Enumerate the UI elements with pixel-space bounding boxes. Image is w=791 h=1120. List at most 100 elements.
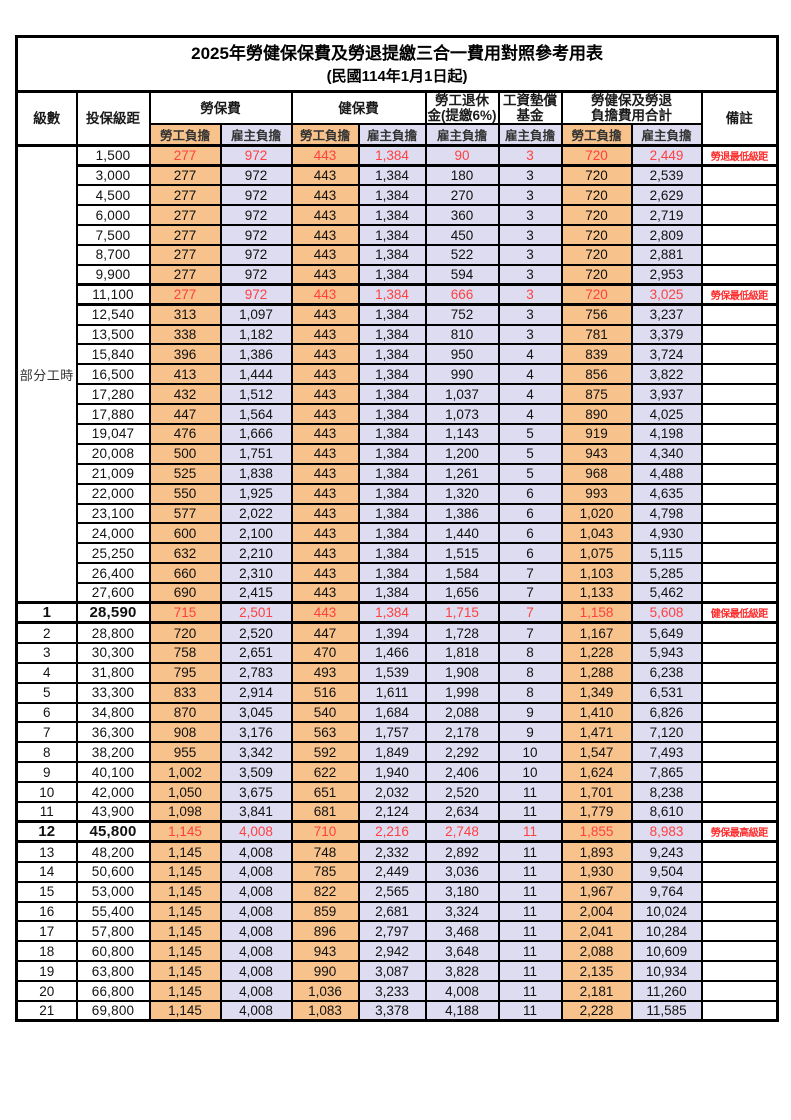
total-employee-cell: 720: [560, 224, 633, 246]
labor-employer-cell: 2,100: [219, 522, 293, 545]
table-row: 25,250 632 2,210 443 1,384 1,515 6 1,075 5,115: [17, 542, 779, 565]
remark-cell: [700, 860, 779, 883]
remark-cell: [700, 582, 779, 604]
pension-employer-cell: 4,008: [424, 980, 500, 1003]
table-row: 26,400 660 2,310 443 1,384 1,584 7 1,103 5,285: [17, 562, 779, 585]
level-cell: 5: [15, 681, 78, 704]
total-employee-cell: 943: [560, 442, 633, 465]
labor-employee-cell: 1,145: [148, 940, 222, 963]
wage-fund-employer-cell: 6: [497, 522, 563, 545]
labor-employer-cell: 972: [219, 263, 293, 286]
table-row: 24,000 600 2,100 443 1,384 1,440 6 1,043 4,930: [17, 522, 779, 545]
table-row: 20,008 500 1,751 443 1,384 1,200 5 943 4,340: [17, 442, 779, 465]
bracket-cell: 20,008: [75, 442, 151, 465]
bracket-cell: 66,800: [75, 980, 151, 1003]
total-employer-cell: 3,724: [630, 343, 703, 366]
health-employer-cell: 1,757: [357, 721, 427, 744]
total-employer-cell: 3,379: [630, 323, 703, 346]
labor-employee-cell: 1,098: [148, 801, 222, 823]
health-employee-cell: 443: [290, 383, 360, 406]
wage-fund-employer-cell: 11: [497, 980, 563, 1003]
total-employee-cell: 1,547: [560, 741, 633, 764]
table-row: 17 57,800 1,145 4,008 896 2,797 3,468 11 2,041 10…: [15, 920, 779, 943]
total-employee-cell: 1,020: [560, 502, 633, 525]
total-employer-cell: 11,585: [630, 1000, 703, 1022]
level-cell: 15: [15, 880, 78, 903]
bracket-cell: 38,200: [75, 741, 151, 764]
health-employee-cell: 443: [290, 462, 360, 485]
labor-employee-cell: 660: [148, 562, 222, 585]
bracket-cell: 11,100: [75, 283, 151, 307]
labor-employer-cell: 1,666: [219, 422, 293, 445]
pension-employer-cell: 90: [424, 144, 500, 167]
total-employee-cell: 839: [560, 343, 633, 366]
level-cell: 4: [15, 661, 78, 684]
table-row: 18 60,800 1,145 4,008 943 2,942 3,648 11 2,088 10…: [15, 940, 779, 963]
total-employer-cell: 9,504: [630, 860, 703, 883]
sub-header-total-employee: 勞工負擔: [560, 123, 633, 147]
labor-employee-cell: 720: [148, 621, 222, 644]
level-cell: 3: [15, 641, 78, 664]
bracket-cell: 22,000: [75, 482, 151, 505]
health-employee-cell: 443: [290, 422, 360, 445]
health-employee-cell: 651: [290, 781, 360, 803]
health-employer-cell: 1,539: [357, 661, 427, 684]
table-row: 11 43,900 1,098 3,841 681 2,124 2,634 11 1,779 8,…: [15, 801, 779, 823]
labor-employee-cell: 1,145: [148, 900, 222, 923]
wage-fund-employer-cell: 11: [497, 860, 563, 883]
wage-fund-employer-cell: 9: [497, 721, 563, 744]
health-employer-cell: 2,032: [357, 781, 427, 803]
labor-employer-cell: 2,501: [219, 601, 293, 625]
remark-cell: [700, 522, 779, 545]
total-employer-cell: 5,462: [630, 582, 703, 604]
labor-employee-cell: 1,145: [148, 880, 222, 903]
bracket-cell: 3,000: [75, 164, 151, 187]
total-employee-cell: 875: [560, 383, 633, 406]
pension-employer-cell: 3,036: [424, 860, 500, 883]
pension-employer-cell: 360: [424, 204, 500, 227]
remark-cell: [700, 641, 779, 664]
pension-employer-cell: 1,818: [424, 641, 500, 664]
total-employee-cell: 1,103: [560, 562, 633, 585]
wage-fund-employer-cell: 5: [497, 422, 563, 445]
labor-employer-cell: 2,783: [219, 661, 293, 684]
labor-employer-cell: 4,008: [219, 860, 293, 883]
col-header-total: 勞健保及勞退 負擔費用合計: [560, 90, 703, 125]
labor-employee-cell: 577: [148, 502, 222, 525]
bracket-cell: 57,800: [75, 920, 151, 943]
health-employee-cell: 443: [290, 562, 360, 585]
wage-fund-employer-cell: 3: [497, 303, 563, 326]
level-cell: 14: [15, 860, 78, 883]
table-row: 19,047 476 1,666 443 1,384 1,143 5 919 4,198: [17, 422, 779, 445]
health-employee-cell: 443: [290, 442, 360, 465]
wage-fund-employer-cell: 7: [497, 562, 563, 585]
bracket-cell: 53,000: [75, 880, 151, 903]
health-employee-cell: 1,083: [290, 1000, 360, 1022]
pension-employer-cell: 1,143: [424, 422, 500, 445]
wage-fund-employer-cell: 8: [497, 661, 563, 684]
pension-employer-cell: 950: [424, 343, 500, 366]
health-employee-cell: 896: [290, 920, 360, 943]
labor-employee-cell: 476: [148, 422, 222, 445]
total-employer-cell: 6,826: [630, 701, 703, 724]
remark-cell: 勞保最高級距: [700, 820, 779, 844]
pension-employer-cell: 1,037: [424, 383, 500, 406]
table-row: 8,700 277 972 443 1,384 522 3 720 2,881: [17, 243, 779, 266]
table-row: 8 38,200 955 3,342 592 1,849 2,292 10 1,547 7,493: [15, 741, 779, 764]
labor-employer-cell: 2,310: [219, 562, 293, 585]
wage-fund-employer-cell: 5: [497, 442, 563, 465]
bracket-cell: 27,600: [75, 582, 151, 604]
health-employer-cell: 2,332: [357, 840, 427, 863]
labor-employee-cell: 277: [148, 144, 222, 167]
labor-employee-cell: 447: [148, 403, 222, 425]
total-employee-cell: 720: [560, 243, 633, 266]
total-employee-cell: 781: [560, 323, 633, 346]
remark-cell: [700, 363, 779, 386]
bracket-cell: 6,000: [75, 204, 151, 227]
total-employee-cell: 720: [560, 184, 633, 207]
labor-employee-cell: 396: [148, 343, 222, 366]
health-employee-cell: 447: [290, 621, 360, 644]
bracket-cell: 17,880: [75, 403, 151, 425]
wage-fund-employer-cell: 11: [497, 1000, 563, 1022]
total-employer-cell: 2,449: [630, 144, 703, 167]
